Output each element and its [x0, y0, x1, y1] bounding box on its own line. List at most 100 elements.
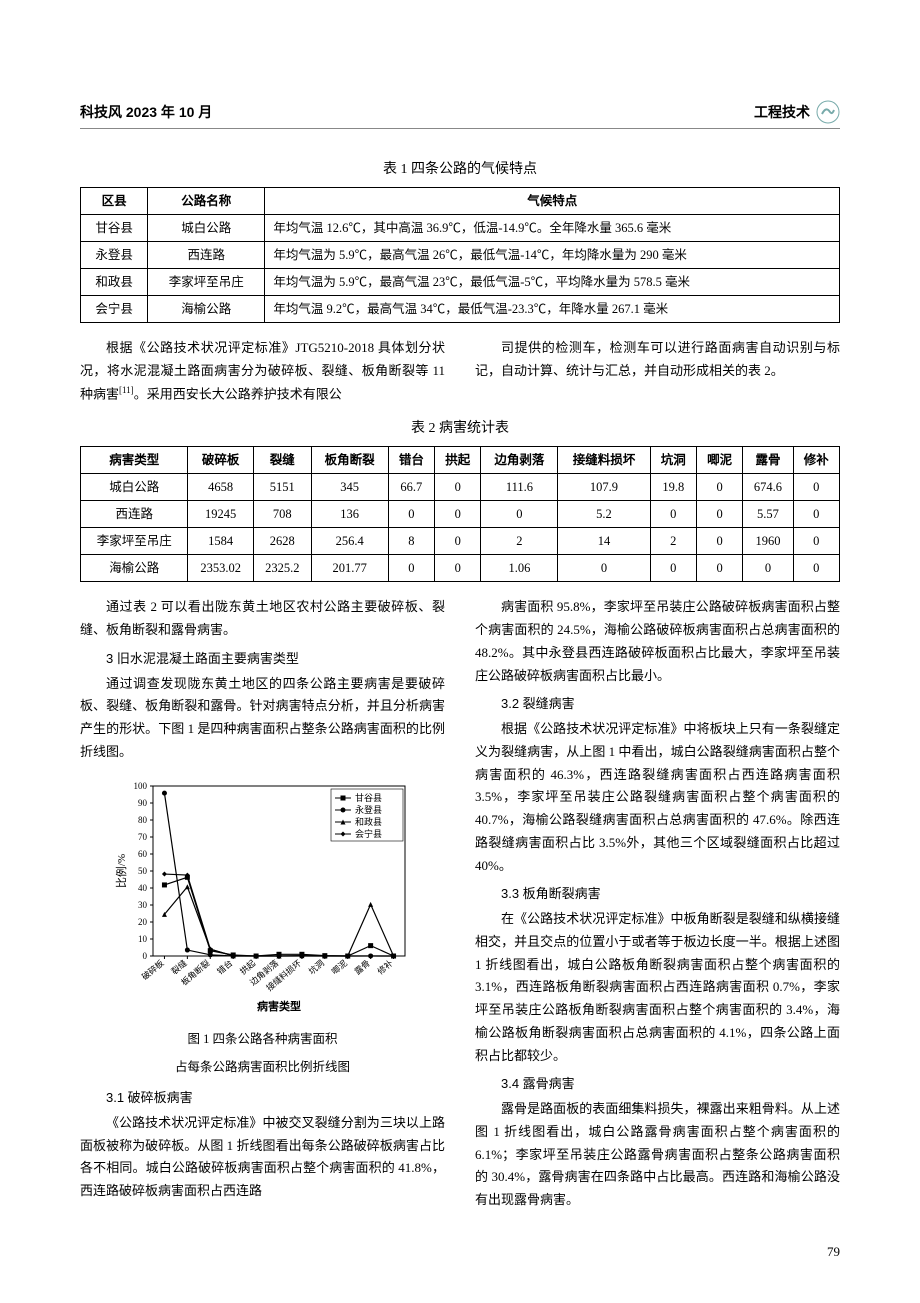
citation-11: [11] [119, 385, 134, 395]
table1-cell: 年均气温为 5.9℃，最高气温 26℃，最低气温-14℃，年均降水量为 290 … [265, 242, 840, 269]
table1-cell: 甘谷县 [81, 215, 148, 242]
svg-text:修补: 修补 [375, 957, 395, 976]
table1-header: 区县 [81, 188, 148, 215]
table2-cell: 0 [435, 501, 481, 528]
table2: 病害类型破碎板裂缝板角断裂错台拱起边角剥落接缝料损坏坑洞唧泥露骨修补 城白公路4… [80, 446, 840, 582]
svg-text:坑洞: 坑洞 [306, 957, 325, 976]
table2-cell: 0 [696, 501, 742, 528]
heading-3-4: 3.4 露骨病害 [475, 1073, 840, 1096]
table2-cell: 0 [793, 555, 839, 582]
table2-cell: 2 [481, 528, 558, 555]
svg-text:60: 60 [138, 849, 148, 859]
page-header: 科技风 2023 年 10 月 工程技术 [80, 100, 840, 129]
heading-3-3: 3.3 板角断裂病害 [475, 883, 840, 906]
table2-cell: 0 [435, 555, 481, 582]
table2-cell: 0 [793, 528, 839, 555]
svg-text:10: 10 [138, 934, 148, 944]
left-column: 通过表 2 可以看出陇东黄土地区农村公路主要破碎板、裂缝、板角断裂和露骨病害。 … [80, 596, 445, 1212]
svg-text:40: 40 [138, 883, 148, 893]
svg-text:唧泥: 唧泥 [329, 957, 349, 976]
table1-cell: 李家坪至吊庄 [148, 269, 265, 296]
table2-header: 接缝料损坏 [558, 447, 650, 474]
table2-header: 拱起 [435, 447, 481, 474]
table2-cell: 8 [388, 528, 434, 555]
table1-cell: 和政县 [81, 269, 148, 296]
fig1-caption-line1: 图 1 四条公路各种病害面积 [80, 1029, 445, 1051]
table1-cell: 西连路 [148, 242, 265, 269]
table2-cell: 0 [696, 474, 742, 501]
table2-cell: 66.7 [388, 474, 434, 501]
table2-cell: 0 [388, 501, 434, 528]
header-right: 工程技术 [754, 100, 840, 124]
table2-cell: 19.8 [650, 474, 696, 501]
table2-cell: 674.6 [743, 474, 793, 501]
svg-text:永登县: 永登县 [355, 804, 382, 815]
table1-cell: 年均气温为 5.9℃，最高气温 23℃，最低气温-5℃，平均降水量为 578.5… [265, 269, 840, 296]
table1-header: 公路名称 [148, 188, 265, 215]
right-p4: 露骨是路面板的表面细集料损失，裸露出来粗骨料。从上述图 1 折线图看出，城白公路… [475, 1098, 840, 1212]
table2-cell: 4658 [188, 474, 253, 501]
table2-cell: 0 [650, 555, 696, 582]
table2-cell: 5.57 [743, 501, 793, 528]
para1-right: 司提供的检测车，检测车可以进行路面病害自动识别与标记，自动计算、统计与汇总，并自… [475, 337, 840, 383]
header-right-text: 工程技术 [754, 101, 810, 123]
table2-cell: 708 [253, 501, 311, 528]
svg-text:错台: 错台 [215, 957, 234, 976]
table2-cell: 0 [558, 555, 650, 582]
table2-cell: 2325.2 [253, 555, 311, 582]
table2-header: 错台 [388, 447, 434, 474]
table1-cell: 海榆公路 [148, 296, 265, 323]
svg-text:比例/%: 比例/% [114, 853, 128, 887]
table2-cell: 0 [696, 555, 742, 582]
table1-cell: 年均气温 9.2℃，最高气温 34℃，最低气温-23.3℃，年降水量 267.1… [265, 296, 840, 323]
table2-cell: 0 [793, 474, 839, 501]
page-number: 79 [80, 1242, 840, 1263]
table2-cell: 0 [435, 528, 481, 555]
svg-text:80: 80 [138, 815, 148, 825]
right-p3: 在《公路技术状况评定标准》中板角断裂是裂缝和纵横接缝相交，并且交点的位置小于或者… [475, 908, 840, 1067]
table2-cell: 西连路 [81, 501, 188, 528]
svg-text:100: 100 [133, 781, 147, 791]
table2-cell: 256.4 [311, 528, 388, 555]
svg-text:破碎板: 破碎板 [139, 957, 165, 981]
table2-header: 唧泥 [696, 447, 742, 474]
table2-cell: 201.77 [311, 555, 388, 582]
table2-cell: 0 [481, 501, 558, 528]
svg-text:和政县: 和政县 [355, 816, 382, 827]
para-block-1: 根据《公路技术状况评定标准》JTG5210-2018 具体划分状况，将水泥混凝土… [80, 337, 840, 408]
table1-cell: 城白公路 [148, 215, 265, 242]
table2-header: 板角断裂 [311, 447, 388, 474]
table1-cell: 年均气温 12.6℃，其中高温 36.9℃，低温-14.9℃。全年降水量 365… [265, 215, 840, 242]
table2-cell: 0 [388, 555, 434, 582]
table2-cell: 1960 [743, 528, 793, 555]
main-columns: 通过表 2 可以看出陇东黄土地区农村公路主要破碎板、裂缝、板角断裂和露骨病害。 … [80, 596, 840, 1212]
table2-cell: 14 [558, 528, 650, 555]
table2-cell: 城白公路 [81, 474, 188, 501]
svg-text:20: 20 [138, 917, 148, 927]
table2-cell: 2 [650, 528, 696, 555]
header-logo-icon [816, 100, 840, 124]
svg-text:90: 90 [138, 798, 148, 808]
table2-cell: 107.9 [558, 474, 650, 501]
fig1-caption-line2: 占每条公路病害面积比例折线图 [80, 1057, 445, 1079]
chart-svg: 0102030405060708090100破碎板裂缝板角断裂错台拱起边角剥落接… [113, 776, 413, 1016]
table2-cell: 0 [743, 555, 793, 582]
svg-text:70: 70 [138, 832, 148, 842]
left-p1: 通过表 2 可以看出陇东黄土地区农村公路主要破碎板、裂缝、板角断裂和露骨病害。 [80, 596, 445, 642]
table2-header: 破碎板 [188, 447, 253, 474]
table2-header: 病害类型 [81, 447, 188, 474]
table2-cell: 0 [696, 528, 742, 555]
header-left: 科技风 2023 年 10 月 [80, 101, 212, 123]
right-p1: 病害面积 95.8%，李家坪至吊装庄公路破碎板病害面积占整个病害面积的 24.5… [475, 596, 840, 687]
figure-1: 0102030405060708090100破碎板裂缝板角断裂错台拱起边角剥落接… [80, 776, 445, 1080]
table2-cell: 5.2 [558, 501, 650, 528]
table1-header: 气候特点 [265, 188, 840, 215]
heading-3-2: 3.2 裂缝病害 [475, 693, 840, 716]
table1-cell: 永登县 [81, 242, 148, 269]
para1-left: 根据《公路技术状况评定标准》JTG5210-2018 具体划分状况，将水泥混凝土… [80, 337, 445, 406]
table2-cell: 19245 [188, 501, 253, 528]
table2-cell: 2353.02 [188, 555, 253, 582]
table2-header: 坑洞 [650, 447, 696, 474]
table1: 区县公路名称气候特点 甘谷县城白公路年均气温 12.6℃，其中高温 36.9℃，… [80, 187, 840, 323]
table2-cell: 0 [435, 474, 481, 501]
